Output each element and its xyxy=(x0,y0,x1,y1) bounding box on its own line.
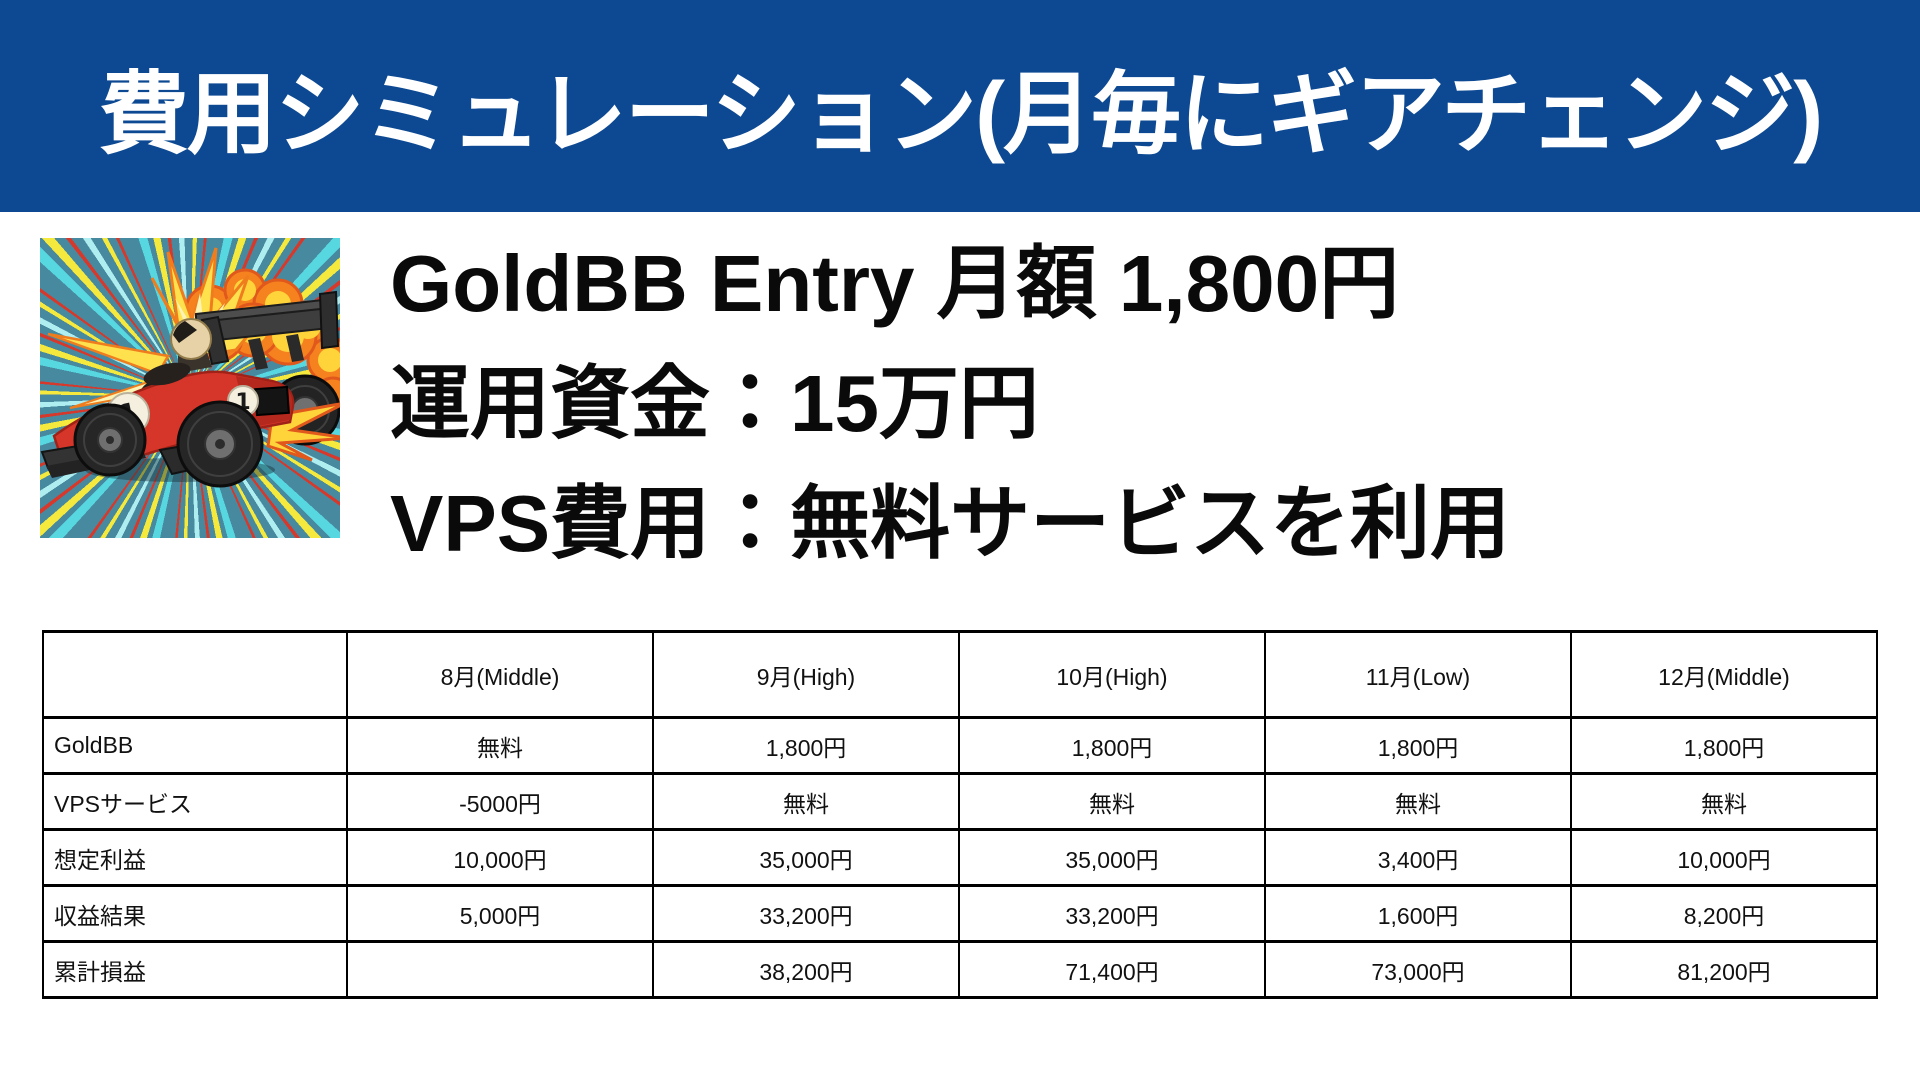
table-row: 累計損益 38,200円 71,400円 73,000円 81,200円 xyxy=(42,940,1878,999)
table-row: VPSサービス -5000円 無料 無料 無料 無料 xyxy=(42,772,1878,831)
table-cell: 無料 xyxy=(346,716,654,775)
column-header: 8月(Middle) xyxy=(346,630,654,719)
table-header-row: 8月(Middle) 9月(High) 10月(High) 11月(Low) 12月(M… xyxy=(42,630,1878,719)
race-car-illustration: 1 1 xyxy=(40,238,340,538)
row-label: 収益結果 xyxy=(42,884,348,943)
column-header: 12月(Middle) xyxy=(1570,630,1878,719)
table-cell: 無料 xyxy=(1264,772,1572,831)
table-cell: 無料 xyxy=(1570,772,1878,831)
table-cell: 33,200円 xyxy=(652,884,960,943)
table-cell: 5,000円 xyxy=(346,884,654,943)
plan-price-line: GoldBB Entry 月額 1,800円 xyxy=(390,239,1400,328)
table-cell: 無料 xyxy=(958,772,1266,831)
rear-wing xyxy=(195,290,340,370)
column-header: 11月(Low) xyxy=(1264,630,1572,719)
table-cell: 71,400円 xyxy=(958,940,1266,999)
table-cell: 10,000円 xyxy=(346,828,654,887)
table-cell: 38,200円 xyxy=(652,940,960,999)
table-row: GoldBB 無料 1,800円 1,800円 1,800円 1,800円 xyxy=(42,716,1878,775)
race-car-art-svg: 1 1 xyxy=(40,247,340,488)
table-cell: 1,800円 xyxy=(1264,716,1572,775)
row-label: 累計損益 xyxy=(42,940,348,999)
operating-funds-line: 運用資金：15万円 xyxy=(390,359,1039,448)
cost-simulation-table: 8月(Middle) 9月(High) 10月(High) 11月(Low) 12月(M… xyxy=(42,630,1878,999)
table-row: 収益結果 5,000円 33,200円 33,200円 1,600円 8,200円 xyxy=(42,884,1878,943)
front-wheel xyxy=(73,403,147,477)
table-cell: -5000円 xyxy=(346,772,654,831)
table-cell: 10,000円 xyxy=(1570,828,1878,887)
table-corner-cell xyxy=(42,630,348,719)
page-title: 費用シミュレーション(月毎にギアチェンジ) xyxy=(98,65,1824,165)
row-label: VPSサービス xyxy=(42,772,348,831)
table-cell: 1,600円 xyxy=(1264,884,1572,943)
rear-wheel xyxy=(176,400,264,488)
row-label: GoldBB xyxy=(42,716,348,775)
vps-cost-line: VPS費用：無料サービスを利用 xyxy=(390,479,1511,568)
table-cell: 8,200円 xyxy=(1570,884,1878,943)
table-cell: 81,200円 xyxy=(1570,940,1878,999)
table-cell xyxy=(346,940,654,999)
table-cell: 35,000円 xyxy=(958,828,1266,887)
table-cell: 35,000円 xyxy=(652,828,960,887)
table-cell: 3,400円 xyxy=(1264,828,1572,887)
table-cell: 1,800円 xyxy=(652,716,960,775)
row-label: 想定利益 xyxy=(42,828,348,887)
column-header: 10月(High) xyxy=(958,630,1266,719)
header-banner: 費用シミュレーション(月毎にギアチェンジ) xyxy=(0,0,1920,212)
table-cell: 無料 xyxy=(652,772,960,831)
table-cell: 1,800円 xyxy=(1570,716,1878,775)
column-header: 9月(High) xyxy=(652,630,960,719)
table-row: 想定利益 10,000円 35,000円 35,000円 3,400円 10,000円 xyxy=(42,828,1878,887)
table-cell: 73,000円 xyxy=(1264,940,1572,999)
table-cell: 33,200円 xyxy=(958,884,1266,943)
hero-text-block: GoldBB Entry 月額 1,800円 運用資金：15万円 VPS費用：無… xyxy=(390,224,1510,584)
table-cell: 1,800円 xyxy=(958,716,1266,775)
